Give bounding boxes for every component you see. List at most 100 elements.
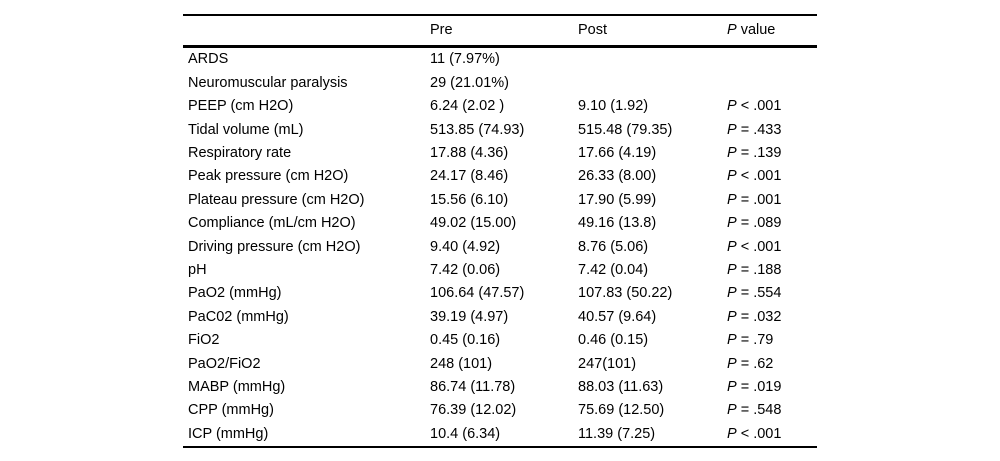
p-rest: = .032 [736, 308, 782, 325]
row-label: ARDS [188, 51, 229, 68]
p-symbol: P [727, 355, 737, 372]
p-rest: = .62 [736, 355, 774, 372]
row-label: PEEP (cm H2O) [188, 98, 294, 115]
table-row: pH 7.42 (0.06) 7.42 (0.04) P = .188 [183, 259, 817, 282]
cell-post: 17.66 (4.19) [578, 145, 657, 161]
row-label: PaO2 (mmHg) [188, 285, 282, 302]
cell-pre: 0.45 (0.16) [430, 332, 501, 349]
cell-post: 515.48 (79.35) [578, 121, 673, 138]
cell-pre: 29 (21.01%) [430, 74, 509, 91]
cell-pre: 39.19 (4.97) [430, 308, 509, 325]
cell-p-value: P < .001 [722, 235, 817, 258]
cell-post: 0.46 (0.15) [578, 332, 649, 349]
row-label: PaO2/FiO2 [188, 355, 261, 372]
row-label: CPP (mmHg) [188, 402, 274, 419]
cell-post: 247(101) [578, 355, 637, 372]
cell-post: 49.16 (13.8) [578, 215, 657, 232]
header-p-value: P value [722, 15, 817, 47]
p-symbol: P [727, 215, 737, 232]
table-row: ARDS 11 (7.97%) [183, 47, 817, 72]
cell-pre: 7.42 (0.06) [430, 261, 501, 278]
p-rest: = .554 [736, 285, 782, 302]
cell-p-value: P = .62 [722, 352, 817, 375]
cell-p-value: P < .001 [722, 422, 817, 446]
cell-p-value: P = .433 [722, 118, 817, 141]
p-rest: < .001 [736, 98, 782, 115]
p-symbol: P [727, 121, 737, 138]
row-label: Peak pressure (cm H2O) [188, 168, 349, 185]
table-row: ICP (mmHg) 10.4 (6.34) 11.39 (7.25) P < … [183, 422, 817, 446]
cell-p-value: P = .139 [722, 142, 817, 165]
p-rest: < .001 [736, 238, 782, 255]
cell-post: 8.76 (5.06) [578, 238, 649, 255]
p-symbol: P [727, 145, 737, 161]
cell-pre: 11 (7.97%) [430, 51, 500, 68]
p-symbol: P [727, 168, 737, 185]
cell-p-value: P < .001 [722, 165, 817, 188]
table-row: PEEP (cm H2O) 6.24 (2.02 ) 9.10 (1.92) P… [183, 95, 817, 118]
p-rest: = .188 [736, 261, 782, 278]
cell-pre: 10.4 (6.34) [430, 425, 501, 442]
p-symbol: P [727, 191, 737, 208]
p-rest: = .019 [736, 378, 782, 395]
p-symbol: P [727, 261, 737, 278]
row-label: Plateau pressure (cm H2O) [188, 191, 365, 208]
p-symbol: P [727, 402, 737, 419]
table-row: PaO2/FiO2 248 (101) 247(101) P = .62 [183, 352, 817, 375]
table-row: Neuromuscular paralysis 29 (21.01%) [183, 71, 817, 94]
header-pre: Pre [430, 22, 453, 39]
cell-pre: 248 (101) [430, 355, 493, 372]
p-symbol: P [727, 238, 737, 255]
cell-pre: 76.39 (12.02) [430, 402, 517, 419]
row-label: Tidal volume (mL) [188, 121, 304, 138]
p-rest: = .089 [736, 215, 782, 232]
p-symbol: P [727, 378, 737, 395]
cell-post: 11.39 (7.25) [578, 425, 656, 442]
cell-p-value [722, 71, 817, 94]
cell-post: 26.33 (8.00) [578, 168, 657, 185]
cell-pre: 15.56 (6.10) [430, 191, 509, 208]
row-label: ICP (mmHg) [188, 425, 269, 442]
cell-p-value: P < .001 [722, 95, 817, 118]
row-label: pH [188, 261, 207, 278]
cell-pre: 6.24 (2.02 ) [430, 98, 505, 115]
cell-pre: 86.74 (11.78) [430, 378, 516, 395]
cell-p-value: P = .019 [722, 375, 817, 398]
row-label: PaC02 (mmHg) [188, 308, 289, 325]
p-symbol: P [727, 425, 737, 442]
cell-pre: 513.85 (74.93) [430, 121, 525, 138]
table-row: MABP (mmHg) 86.74 (11.78) 88.03 (11.63) … [183, 375, 817, 398]
p-symbol: P [727, 308, 737, 325]
cell-p-value: P = .188 [722, 259, 817, 282]
p-rest: = .548 [736, 402, 782, 419]
cell-post: 9.10 (1.92) [578, 98, 649, 115]
cell-p-value: P = .089 [722, 212, 817, 235]
cell-pre: 17.88 (4.36) [430, 145, 509, 161]
table-row: Respiratory rate 17.88 (4.36) 17.66 (4.1… [183, 142, 817, 165]
cell-p-value: P = .79 [722, 329, 817, 352]
cell-pre: 49.02 (15.00) [430, 215, 517, 232]
row-label: Driving pressure (cm H2O) [188, 238, 361, 255]
results-table: Pre Post P value ARDS 11 (7.97%) Neuromu… [183, 14, 817, 448]
table-row: CPP (mmHg) 76.39 (12.02) 75.69 (12.50) P… [183, 399, 817, 422]
cell-p-value: P = .032 [722, 305, 817, 328]
cell-post [573, 71, 722, 94]
p-symbol: P [727, 332, 737, 349]
p-symbol: P [727, 285, 737, 302]
header-label-column [183, 15, 425, 47]
cell-pre: 24.17 (8.46) [430, 168, 509, 185]
cell-p-value: P = .548 [722, 399, 817, 422]
header-row: Pre Post P value [183, 15, 817, 47]
p-rest: = .139 [736, 145, 782, 161]
row-label: FiO2 [188, 332, 220, 349]
cell-post: 107.83 (50.22) [578, 285, 673, 302]
table-row: Peak pressure (cm H2O) 24.17 (8.46) 26.3… [183, 165, 817, 188]
row-label: Respiratory rate [188, 145, 292, 161]
p-symbol: P [727, 98, 737, 115]
row-label: Compliance (mL/cm H2O) [188, 215, 356, 232]
cell-post: 88.03 (11.63) [578, 378, 664, 395]
cell-p-value [722, 47, 817, 72]
p-header-suffix: value [736, 22, 776, 39]
p-rest: < .001 [736, 168, 782, 185]
